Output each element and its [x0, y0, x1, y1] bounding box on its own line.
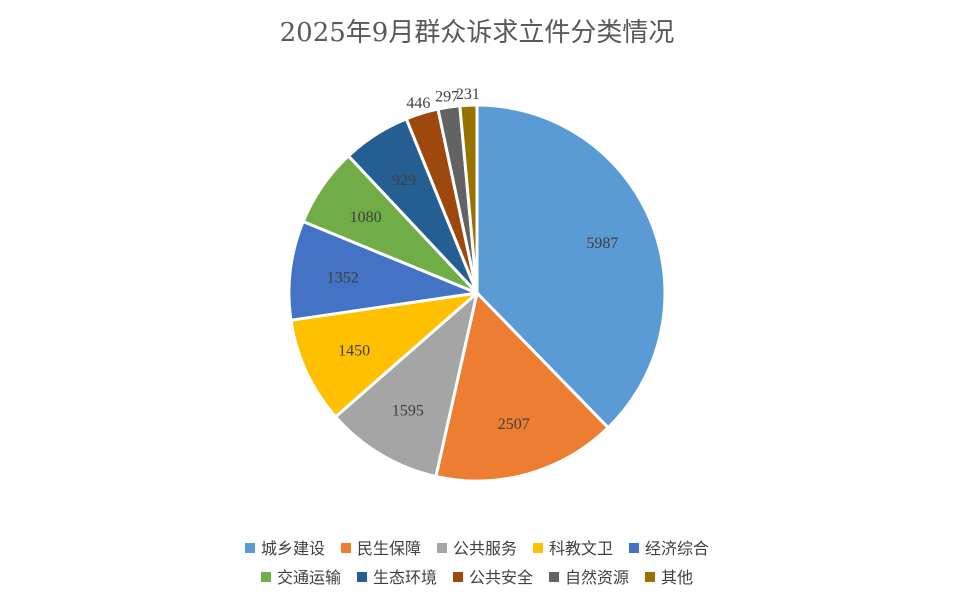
legend-label-6: 交通运输 [277, 568, 341, 587]
legend-label-7: 生态环境 [373, 568, 437, 587]
pie-slice-10 [458, 103, 479, 295]
data-label-10: 231 [456, 86, 480, 103]
legend-label-3: 公共服务 [453, 539, 517, 558]
legend-label-10: 其他 [661, 568, 693, 587]
legend-label-4: 科教文卫 [549, 539, 613, 558]
legend-label-5: 经济综合 [645, 539, 709, 558]
data-label-5: 1352 [327, 270, 359, 287]
data-label-6: 1080 [350, 209, 382, 226]
legend-item-7: 生态环境 [357, 568, 437, 587]
legend-item-5: 经济综合 [629, 539, 709, 558]
legend-item-2: 民生保障 [341, 539, 421, 558]
legend-item-4: 科教文卫 [533, 539, 613, 558]
legend-swatch-9 [549, 572, 559, 582]
pie-slice-1 [475, 103, 667, 430]
legend-item-3: 公共服务 [437, 539, 517, 558]
legend-label-8: 公共安全 [469, 568, 533, 587]
data-label-3: 1595 [392, 402, 424, 419]
legend-label-1: 城乡建设 [261, 539, 325, 558]
data-label-4: 1450 [338, 343, 370, 360]
data-label-9: 297 [435, 88, 459, 105]
legend-label-2: 民生保障 [357, 539, 421, 558]
chart-title: 2025年9月群众诉求立件分类情况 [280, 18, 675, 48]
legend-swatch-7 [357, 572, 367, 582]
data-label-2: 2507 [498, 416, 530, 433]
data-label-1: 5987 [586, 235, 618, 252]
pie-slice-2 [434, 291, 610, 483]
pie-slices [287, 103, 667, 483]
legend-swatch-10 [645, 572, 655, 582]
legend-item-10: 其他 [645, 568, 693, 587]
legend-swatch-3 [437, 543, 447, 553]
legend-item-1: 城乡建设 [245, 539, 325, 558]
data-label-8: 446 [406, 95, 430, 112]
pie-slice-3 [334, 291, 479, 478]
legend-swatch-1 [245, 543, 255, 553]
data-label-7: 929 [392, 172, 416, 189]
pie-slice-4 [289, 291, 479, 419]
legend-item-8: 公共安全 [453, 568, 533, 587]
pie-slice-5 [287, 220, 479, 322]
legend-swatch-5 [629, 543, 639, 553]
legend-swatch-4 [533, 543, 543, 553]
legend-item-6: 交通运输 [261, 568, 341, 587]
legend-item-9: 自然资源 [549, 568, 629, 587]
legend-label-9: 自然资源 [565, 568, 629, 587]
legend-swatch-8 [453, 572, 463, 582]
legend-swatch-6 [261, 572, 271, 582]
legend-swatch-2 [341, 543, 351, 553]
